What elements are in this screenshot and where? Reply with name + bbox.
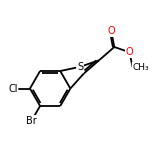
Text: O: O — [126, 47, 133, 57]
Text: CH₃: CH₃ — [133, 63, 149, 72]
Text: Br: Br — [26, 116, 37, 126]
Text: O: O — [107, 26, 115, 36]
Text: Cl: Cl — [8, 83, 18, 93]
Text: S: S — [77, 62, 83, 72]
